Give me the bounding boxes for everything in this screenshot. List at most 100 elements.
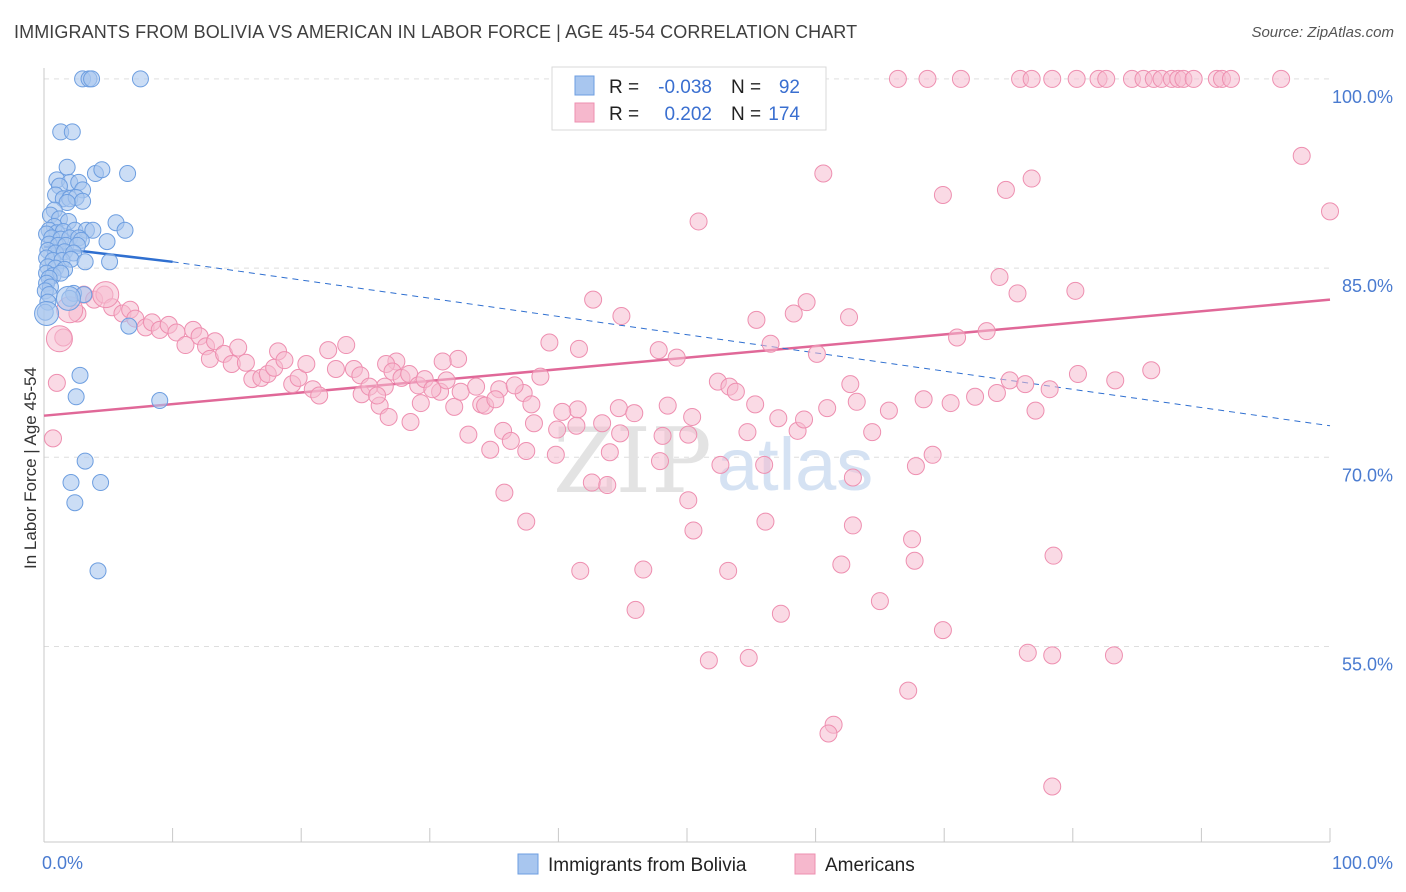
- americans-point: [1184, 69, 1203, 88]
- bolivia-point: [151, 392, 169, 410]
- americans-point: [719, 561, 738, 580]
- americans-point: [423, 380, 442, 399]
- americans-point: [524, 414, 543, 433]
- bolivia-point: [83, 70, 101, 88]
- legend-r-value-2: 0.202: [664, 104, 712, 125]
- bolivia-point: [120, 317, 138, 335]
- americans-point: [567, 416, 586, 435]
- bolivia-point: [71, 366, 89, 384]
- bolivia-point: [34, 301, 60, 327]
- americans-point: [1043, 777, 1062, 796]
- americans-point: [990, 267, 1009, 286]
- americans-point: [840, 308, 859, 327]
- legend-r-value-1: -0.038: [658, 77, 712, 98]
- bottom-legend-swatch-bolivia: [517, 853, 539, 875]
- americans-point: [933, 621, 952, 640]
- americans-point: [1272, 69, 1291, 88]
- americans-point: [368, 386, 387, 405]
- americans-point: [711, 455, 730, 474]
- americans-point: [319, 341, 338, 360]
- legend-n-value-1: 92: [779, 77, 800, 98]
- americans-point: [176, 336, 195, 355]
- trend-lines: [43, 245, 1331, 427]
- americans-point: [905, 551, 924, 570]
- americans-point: [451, 382, 470, 401]
- americans-point: [684, 521, 703, 540]
- americans-point: [1321, 202, 1339, 221]
- americans-point: [45, 325, 73, 353]
- americans-trend-line: [43, 298, 1331, 417]
- americans-point: [1008, 284, 1027, 303]
- americans-point: [941, 394, 960, 413]
- americans-point: [1106, 371, 1125, 390]
- correlation-legend: R = -0.038 N = 92 R = 0.202 N = 174: [551, 66, 827, 131]
- bottom-legend-bolivia: Immigrants from Bolivia: [548, 855, 747, 876]
- americans-point: [933, 185, 952, 204]
- americans-point: [626, 600, 645, 619]
- americans-point: [401, 412, 420, 431]
- americans-point: [879, 401, 898, 420]
- bolivia-trend-extension: [172, 261, 1331, 427]
- bolivia-point: [98, 233, 116, 251]
- americans-point: [289, 368, 308, 387]
- americans-point: [437, 371, 456, 390]
- americans-point: [1068, 365, 1087, 384]
- bolivia-point: [62, 474, 80, 492]
- americans-point: [923, 445, 942, 464]
- americans-point: [47, 373, 66, 392]
- americans-point: [459, 425, 478, 444]
- americans-point: [568, 400, 587, 419]
- bolivia-point: [119, 165, 137, 183]
- americans-point: [1026, 401, 1045, 420]
- americans-point: [951, 69, 970, 88]
- americans-point: [481, 440, 500, 459]
- americans-point: [771, 604, 790, 623]
- americans-point: [658, 396, 677, 415]
- bolivia-point: [55, 285, 81, 311]
- americans-point: [1067, 69, 1086, 88]
- americans-point: [784, 304, 803, 323]
- americans-point: [863, 423, 882, 442]
- bolivia-point: [101, 253, 119, 271]
- americans-point: [310, 386, 329, 405]
- americans-point: [689, 212, 708, 231]
- bolivia-point: [66, 494, 84, 512]
- americans-point: [275, 351, 294, 370]
- y-tick-label: 85.0%: [1342, 276, 1393, 296]
- americans-point: [582, 473, 601, 492]
- americans-point: [814, 164, 833, 183]
- americans-point: [612, 307, 631, 326]
- americans-points: [44, 69, 1339, 796]
- americans-point: [1142, 361, 1161, 380]
- americans-point: [44, 429, 63, 448]
- americans-point: [584, 290, 603, 309]
- americans-point: [540, 333, 559, 352]
- americans-point: [501, 431, 520, 450]
- americans-point: [738, 423, 757, 442]
- americans-point: [987, 383, 1006, 402]
- americans-point: [1044, 546, 1063, 565]
- americans-point: [847, 392, 866, 411]
- series-legend: Immigrants from Bolivia Americans: [517, 853, 915, 876]
- x-tick-label: 100.0%: [1332, 853, 1393, 873]
- americans-point: [755, 455, 774, 474]
- y-tick-label: 55.0%: [1342, 655, 1393, 675]
- americans-point: [699, 651, 718, 670]
- americans-point: [819, 724, 838, 743]
- americans-point: [756, 512, 775, 531]
- bolivia-points: [34, 70, 169, 580]
- americans-point: [326, 360, 345, 379]
- americans-point: [996, 180, 1015, 199]
- americans-point: [1097, 69, 1116, 88]
- americans-point: [667, 348, 686, 367]
- americans-point: [870, 592, 889, 611]
- americans-point: [609, 399, 628, 418]
- americans-point: [433, 352, 452, 371]
- americans-point: [546, 445, 565, 464]
- americans-point: [1018, 643, 1037, 662]
- americans-point: [600, 443, 619, 462]
- americans-point: [449, 349, 468, 368]
- americans-point: [726, 382, 745, 401]
- americans-point: [548, 420, 567, 439]
- americans-point: [683, 407, 702, 426]
